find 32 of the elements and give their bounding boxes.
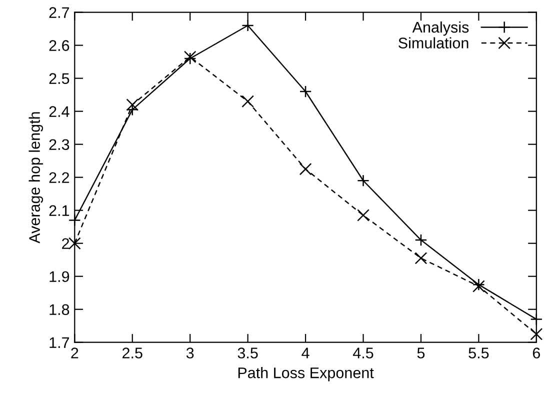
y-tick-label: 1.9 bbox=[50, 271, 70, 282]
point bbox=[299, 162, 312, 176]
y-axis-title: Average hop length bbox=[28, 112, 43, 244]
y-tick-label: 2.2 bbox=[49, 172, 70, 183]
x-tick-label: 6 bbox=[532, 348, 540, 358]
y-tick-label: 2.6 bbox=[49, 40, 70, 51]
x-tick-label: 4.5 bbox=[352, 348, 374, 358]
point bbox=[299, 85, 312, 98]
point bbox=[68, 237, 81, 250]
y-tick-label: 1.8 bbox=[50, 304, 70, 316]
y-tick-label: 2 bbox=[62, 238, 70, 249]
point bbox=[414, 252, 428, 264]
x-tick-label: 5 bbox=[417, 348, 425, 358]
legend-label: Simulation bbox=[398, 37, 468, 48]
x-tick-label: 3.5 bbox=[238, 348, 258, 358]
x-tick-label: 4 bbox=[302, 348, 310, 358]
point bbox=[414, 234, 428, 246]
y-tick-label: 2.1 bbox=[49, 205, 70, 216]
x-tick-label: 2.5 bbox=[122, 348, 142, 358]
y-tick-label: 2.4 bbox=[49, 106, 70, 117]
y-tick-label: 2.7 bbox=[49, 7, 70, 18]
y-tick-label: 2.5 bbox=[49, 73, 70, 84]
x-axis-title: Path Loss Exponent bbox=[238, 367, 374, 382]
legend-label: Analysis bbox=[412, 21, 469, 36]
point bbox=[357, 209, 370, 222]
x-tick-label: 5.5 bbox=[468, 348, 489, 358]
x-tick-label: 2 bbox=[71, 348, 78, 358]
y-tick-label: 1.7 bbox=[50, 337, 70, 348]
y-tick-label: 2.3 bbox=[49, 139, 70, 150]
point bbox=[357, 174, 370, 187]
x-tick-label: 3 bbox=[186, 348, 194, 358]
point bbox=[242, 95, 254, 108]
